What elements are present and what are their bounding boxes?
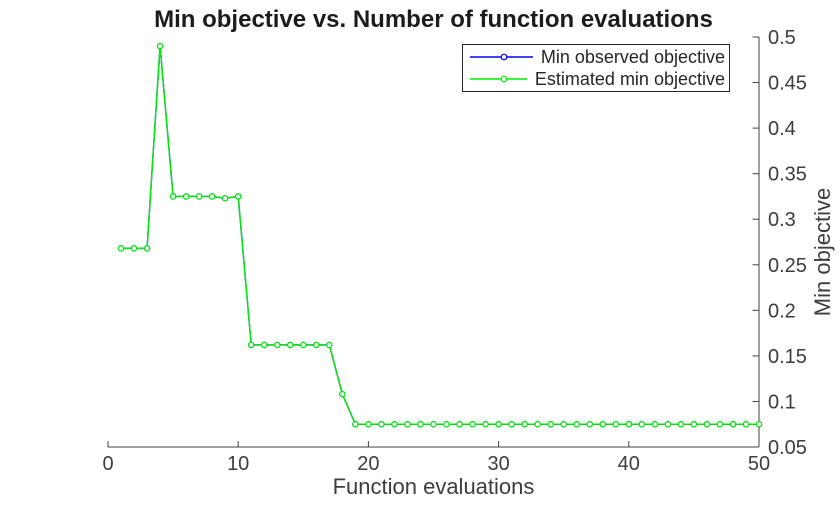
data-point-marker — [130, 245, 138, 252]
y-tick-label: 0.1 — [768, 391, 796, 413]
data-point-marker — [287, 341, 294, 349]
x-axis-label: Function evaluations — [332, 474, 535, 499]
data-point-marker — [248, 341, 255, 349]
x-tick-label: 20 — [357, 453, 379, 475]
data-point-marker — [156, 42, 164, 50]
data-point-marker — [261, 341, 268, 349]
data-point-marker — [326, 341, 333, 349]
data-point-marker — [586, 421, 593, 428]
y-tick-label: 0.15 — [768, 346, 807, 368]
legend-marker-icon — [500, 75, 508, 83]
y-tick-label: 0.5 — [768, 27, 796, 49]
data-point-marker — [716, 421, 724, 428]
chart-title: Min objective vs. Number of function eva… — [154, 6, 713, 33]
data-point-marker — [443, 421, 450, 428]
legend-item-label: Min observed objective — [540, 47, 725, 68]
legend-marker-icon — [500, 53, 508, 61]
x-tick-label: 40 — [618, 453, 640, 475]
data-point-marker — [378, 421, 385, 428]
legend-item-label: Estimated min objective — [534, 68, 725, 89]
data-point-marker — [729, 421, 737, 428]
legend: Min observed objective Estimated min obje… — [462, 44, 730, 92]
data-point-marker — [521, 421, 528, 428]
data-point-marker — [456, 421, 463, 428]
data-point-marker — [651, 421, 659, 428]
series-line-estimated — [121, 46, 759, 425]
data-point-marker — [404, 421, 411, 428]
data-point-marker — [703, 421, 711, 428]
data-point-marker — [143, 245, 151, 252]
data-point-marker — [599, 421, 606, 428]
data-point-marker — [234, 193, 242, 200]
legend-item-estimated-min-objective: Estimated min objective — [467, 69, 725, 89]
y-tick-label: 0.4 — [768, 118, 796, 140]
legend-line-sample — [470, 75, 527, 83]
data-point-marker — [182, 193, 190, 200]
data-point-marker — [664, 421, 672, 428]
data-point-marker — [573, 421, 580, 428]
data-point-marker — [547, 421, 554, 428]
data-point-marker — [742, 421, 750, 428]
y-axis-label: Min objective — [810, 187, 835, 317]
data-point-marker — [495, 421, 502, 428]
data-point-marker — [469, 421, 476, 428]
data-point-marker — [300, 341, 307, 349]
y-tick-label: 0.2 — [768, 300, 796, 322]
data-point-marker — [755, 421, 763, 428]
data-point-marker — [391, 421, 398, 428]
x-tick-label: 10 — [227, 453, 249, 475]
data-point-marker — [638, 421, 646, 428]
y-tick-label: 0.3 — [768, 209, 796, 231]
data-point-marker — [313, 341, 320, 349]
data-point-marker — [365, 421, 372, 428]
data-point-marker — [221, 195, 229, 202]
data-point-marker — [208, 193, 216, 200]
data-point-marker — [417, 421, 424, 428]
data-point-marker — [339, 390, 346, 398]
data-point-marker — [352, 421, 359, 428]
data-point-marker — [612, 421, 619, 428]
data-point-marker — [508, 421, 515, 428]
y-tick-label: 0.05 — [768, 437, 807, 459]
data-point-marker — [195, 193, 203, 200]
data-point-marker — [625, 421, 633, 428]
legend-item-min-observed-objective: Min observed objective — [467, 47, 725, 67]
data-point-marker — [690, 421, 698, 428]
y-tick-label: 0.45 — [768, 73, 807, 95]
series-line-observed — [121, 46, 759, 425]
data-point-marker — [677, 421, 685, 428]
x-tick-label: 30 — [487, 453, 509, 475]
y-tick-label: 0.25 — [768, 255, 807, 277]
legend-line-sample — [470, 53, 533, 61]
data-point-marker — [169, 193, 177, 200]
data-point-marker — [430, 421, 437, 428]
x-tick-label: 0 — [102, 453, 113, 475]
data-point-marker — [560, 421, 567, 428]
data-point-marker — [274, 341, 281, 349]
x-tick-label: 50 — [748, 453, 770, 475]
y-tick-label: 0.35 — [768, 164, 807, 186]
data-point-marker — [117, 245, 125, 252]
data-point-marker — [482, 421, 489, 428]
data-point-marker — [534, 421, 541, 428]
